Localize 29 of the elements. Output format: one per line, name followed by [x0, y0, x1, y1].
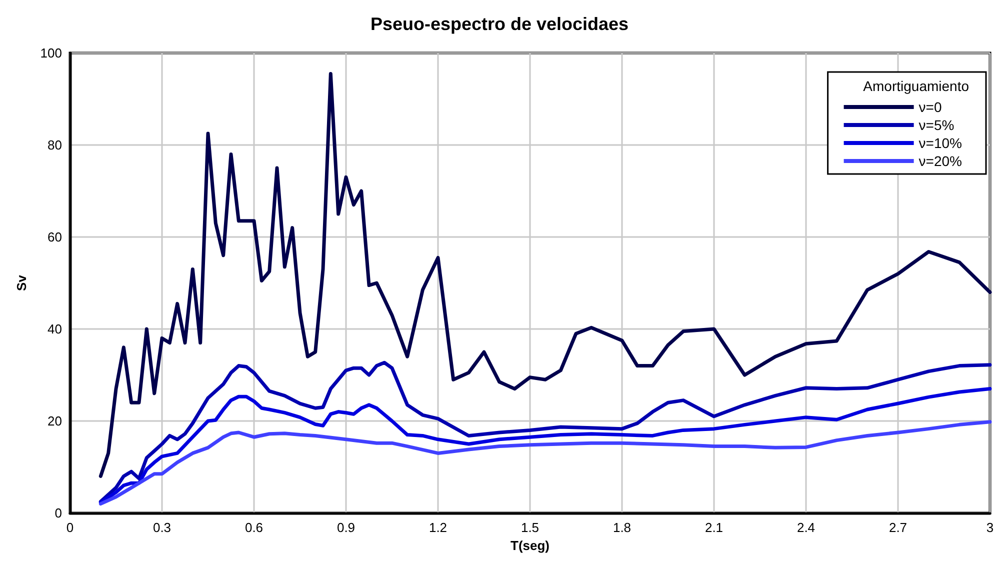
- line-series: [98, 360, 992, 504]
- y-axis-title: Sv: [14, 274, 29, 291]
- chart-title: Pseuo-espectro de velocidaes: [370, 14, 629, 34]
- legend-label: ν=5%: [918, 117, 954, 133]
- x-tick-label: 0.6: [244, 520, 264, 535]
- x-tick-label: 0.3: [152, 520, 172, 535]
- x-tick-label: 1.5: [520, 520, 540, 535]
- y-tick-label: 80: [48, 138, 62, 152]
- x-tick-label: 2.1: [704, 520, 724, 535]
- x-tick-label: 1.8: [612, 520, 632, 535]
- legend-title: Amortiguamiento: [863, 78, 970, 94]
- line-series: [98, 387, 992, 504]
- y-tick-label: 100: [40, 46, 62, 60]
- legend-label: ν=0: [918, 99, 942, 115]
- x-tick-label: 3: [986, 520, 994, 535]
- x-tick-label: 2.7: [888, 520, 908, 535]
- y-tick-label: 40: [48, 322, 62, 336]
- y-tick-label: 60: [48, 230, 62, 244]
- y-tick-label: 20: [48, 414, 62, 428]
- legend-label: ν=10%: [918, 135, 962, 151]
- x-axis-title: T(seg): [510, 538, 550, 553]
- line-series: [98, 420, 992, 506]
- legend-label: ν=20%: [918, 153, 962, 169]
- x-tick-label: 1.2: [428, 520, 448, 535]
- x-tick-label: 0: [66, 520, 74, 535]
- x-tick-label: 0.9: [336, 520, 356, 535]
- y-tick-label: 0: [54, 506, 62, 520]
- x-tick-label: 2.4: [796, 520, 816, 535]
- line-series: [98, 72, 992, 478]
